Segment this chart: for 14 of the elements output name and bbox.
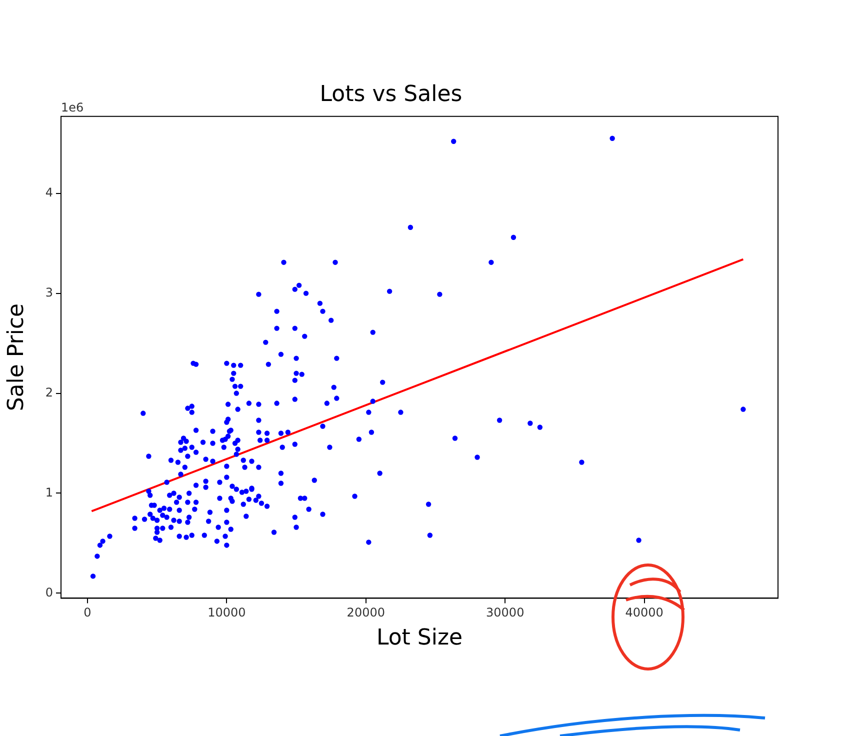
x-tick-label: 20000 [346,606,385,620]
x-tick-label: 10000 [208,606,246,620]
y-tick-label: 4 [45,185,53,200]
y-tick-label: 0 [45,585,53,600]
x-tick-label: 0 [84,606,92,620]
x-tick-label: 40000 [625,606,664,620]
y-axis-title: Sale Price [4,303,29,412]
y-tick-label: 1 [45,485,53,500]
chart-title: Lots vs Sales [320,82,462,107]
x-axis-title: Lot Size [376,626,463,651]
y-tick-label: 3 [45,285,53,300]
x-tick-label: 30000 [486,606,524,620]
text: 1e6 [61,100,84,115]
y-tick-label: 2 [45,385,53,400]
